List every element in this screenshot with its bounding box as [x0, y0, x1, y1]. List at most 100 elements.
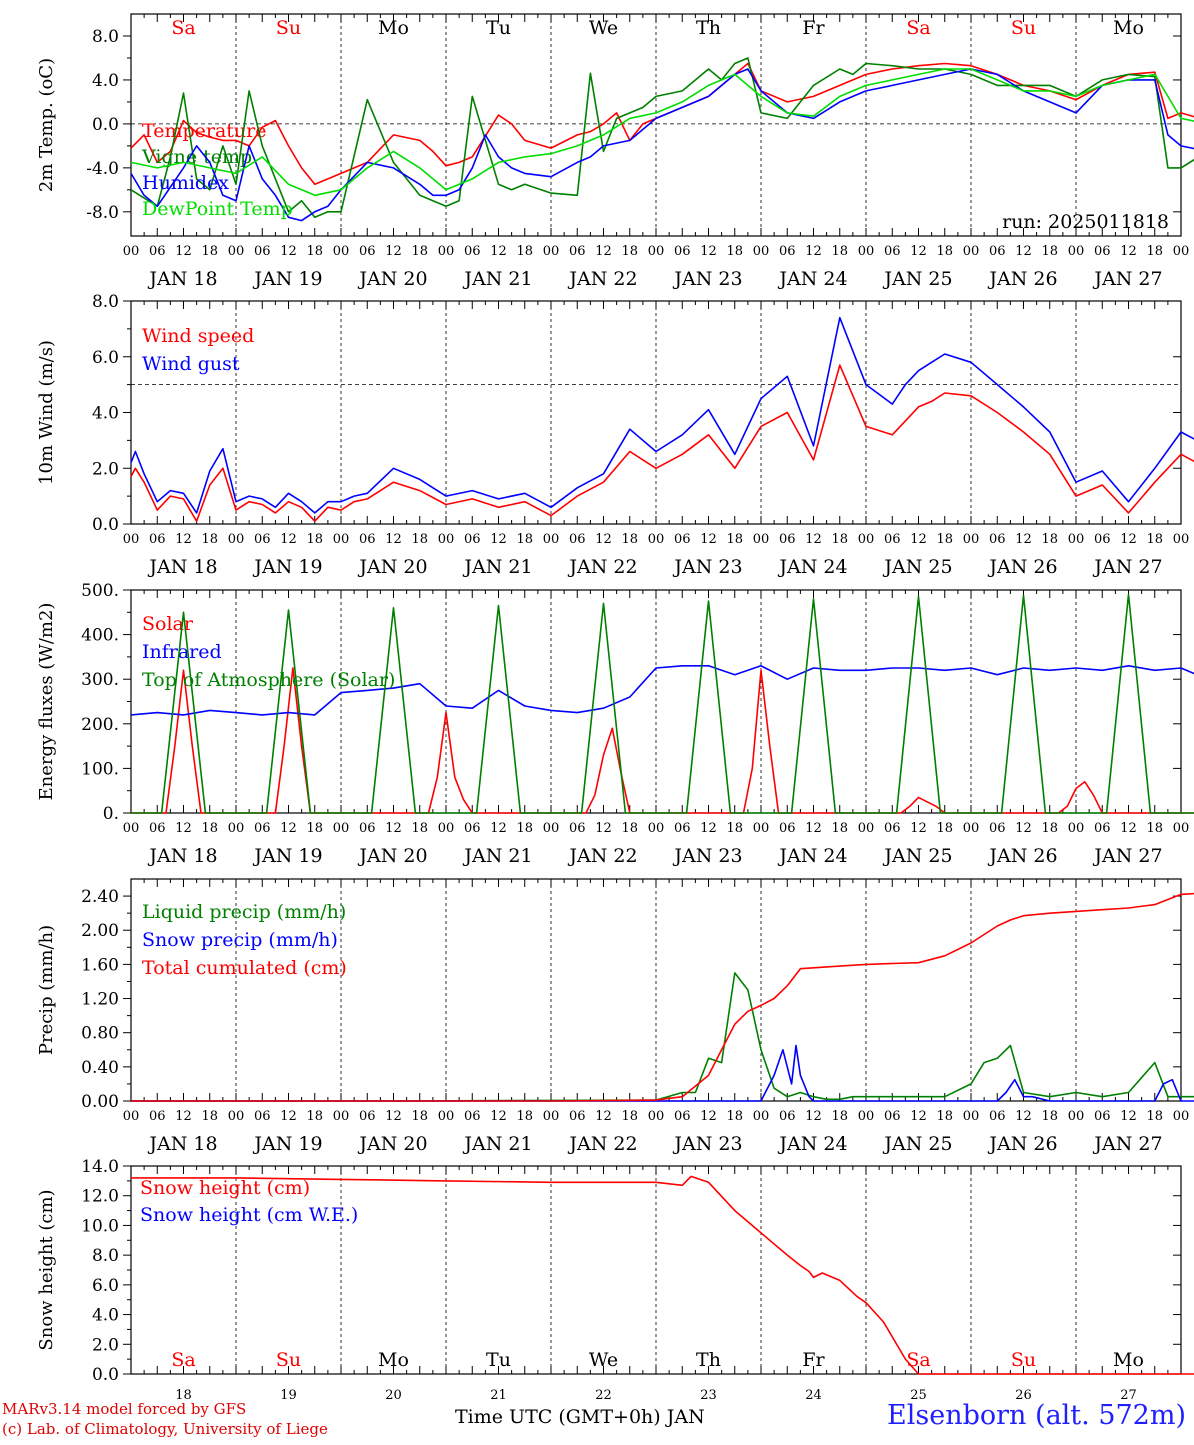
x-hour-label: 12: [595, 244, 612, 259]
weekday-label: Fr: [802, 17, 825, 39]
x-hour-label: 06: [254, 244, 271, 259]
y-tick-label: 500.: [81, 581, 119, 601]
x-day-number: 23: [700, 1388, 717, 1403]
x-hour-label: 12: [700, 821, 717, 836]
x-hour-label: 12: [385, 532, 402, 547]
x-date-label: JAN 21: [462, 1133, 532, 1155]
x-hour-label: 00: [1173, 1109, 1190, 1124]
x-hour-label: 00: [858, 244, 875, 259]
x-day-number: 21: [490, 1388, 507, 1403]
x-day-number: 27: [1120, 1388, 1137, 1403]
x-hour-label: 00: [123, 244, 140, 259]
x-day-number: 22: [595, 1388, 612, 1403]
weekday-label: Sa: [906, 17, 930, 39]
x-hour-label: 06: [254, 1109, 271, 1124]
weekday-label: Mo: [378, 17, 409, 39]
x-hour-label: 00: [858, 821, 875, 836]
x-hour-label: 00: [963, 1109, 980, 1124]
weekday-label: We: [589, 1349, 618, 1371]
x-date-label: JAN 24: [777, 845, 847, 867]
x-hour-label: 12: [595, 532, 612, 547]
x-date-label: JAN 26: [987, 556, 1057, 578]
x-hour-label: 06: [254, 532, 271, 547]
x-hour-label: 18: [516, 821, 533, 836]
x-hour-label: 06: [884, 532, 901, 547]
x-hour-label: 12: [175, 244, 192, 259]
x-date-label: JAN 20: [357, 1133, 427, 1155]
y-tick-label: 0.0: [92, 1365, 119, 1385]
x-hour-label: 06: [779, 244, 796, 259]
weekday-label: Tu: [486, 17, 511, 39]
y-tick-label: 300.: [81, 670, 119, 690]
x-hour-label: 00: [1068, 244, 1085, 259]
x-date-label: JAN 22: [567, 556, 637, 578]
y-tick-label: 400.: [81, 626, 119, 646]
x-hour-label: 18: [411, 532, 428, 547]
x-date-label: JAN 20: [357, 268, 427, 290]
x-date-label: JAN 27: [1092, 268, 1162, 290]
y-tick-label: -4.0: [86, 159, 119, 179]
x-axis-title: Time UTC (GMT+0h) JAN: [455, 1406, 705, 1428]
x-hour-label: 12: [595, 1109, 612, 1124]
x-hour-label: 00: [543, 244, 560, 259]
weekday-label: Sa: [906, 1349, 930, 1371]
x-hour-label: 18: [1041, 821, 1058, 836]
x-hour-label: 00: [1068, 821, 1085, 836]
y-tick-label: 0.00: [81, 1092, 119, 1112]
x-hour-label: 00: [228, 244, 245, 259]
legend-entry: DewPoint Temp: [142, 198, 293, 220]
y-tick-label: 2.00: [81, 921, 119, 941]
panel-frame: [130, 300, 1182, 525]
y-tick-label: 2.0: [92, 459, 119, 479]
x-hour-label: 00: [648, 532, 665, 547]
x-hour-label: 06: [464, 1109, 481, 1124]
x-hour-label: 18: [1041, 244, 1058, 259]
weekday-label: Th: [696, 17, 721, 39]
x-hour-label: 06: [569, 821, 586, 836]
x-date-label: JAN 18: [147, 556, 217, 578]
x-hour-label: 00: [1068, 532, 1085, 547]
x-hour-label: 18: [306, 821, 323, 836]
y-tick-label: 0.: [103, 804, 119, 824]
weekday-label: Tu: [486, 1349, 511, 1371]
x-hour-label: 06: [674, 1109, 691, 1124]
x-date-label: JAN 27: [1092, 556, 1162, 578]
series-line: [130, 68, 1194, 197]
y-tick-label: 4.0: [92, 404, 119, 424]
legend-entry: Infrared: [142, 641, 222, 663]
x-hour-label: 18: [411, 1109, 428, 1124]
series-line: [130, 364, 1194, 523]
x-hour-label: 00: [963, 532, 980, 547]
x-date-label: JAN 25: [882, 845, 952, 867]
x-day-number: 20: [385, 1388, 402, 1403]
y-axis-label: Energy fluxes (W/m2): [36, 603, 57, 801]
x-hour-label: 06: [884, 244, 901, 259]
x-date-label: JAN 24: [777, 1133, 847, 1155]
x-hour-label: 18: [621, 244, 638, 259]
x-hour-label: 06: [884, 821, 901, 836]
x-hour-label: 00: [648, 244, 665, 259]
x-hour-label: 00: [228, 1109, 245, 1124]
legend-entry: Snow precip (mm/h): [142, 929, 338, 951]
y-tick-label: 14.0: [81, 1157, 119, 1177]
x-hour-label: 18: [411, 821, 428, 836]
x-hour-label: 12: [700, 1109, 717, 1124]
y-tick-label: 0.0: [92, 115, 119, 135]
x-hour-label: 00: [123, 821, 140, 836]
series-line: [131, 1175, 1194, 1375]
x-hour-label: 06: [569, 1109, 586, 1124]
y-tick-label: 0.0: [92, 515, 119, 535]
weekday-label: Fr: [802, 1349, 825, 1371]
x-hour-label: 12: [910, 244, 927, 259]
x-hour-label: 18: [936, 532, 953, 547]
x-hour-label: 12: [490, 532, 507, 547]
x-hour-label: 18: [306, 244, 323, 259]
x-date-label: JAN 19: [252, 556, 322, 578]
x-hour-label: 06: [569, 244, 586, 259]
series-line: [130, 664, 1194, 716]
x-hour-label: 06: [779, 1109, 796, 1124]
y-axis-label: 2m Temp. (oC): [36, 58, 57, 192]
x-hour-label: 00: [438, 1109, 455, 1124]
x-hour-label: 12: [910, 532, 927, 547]
